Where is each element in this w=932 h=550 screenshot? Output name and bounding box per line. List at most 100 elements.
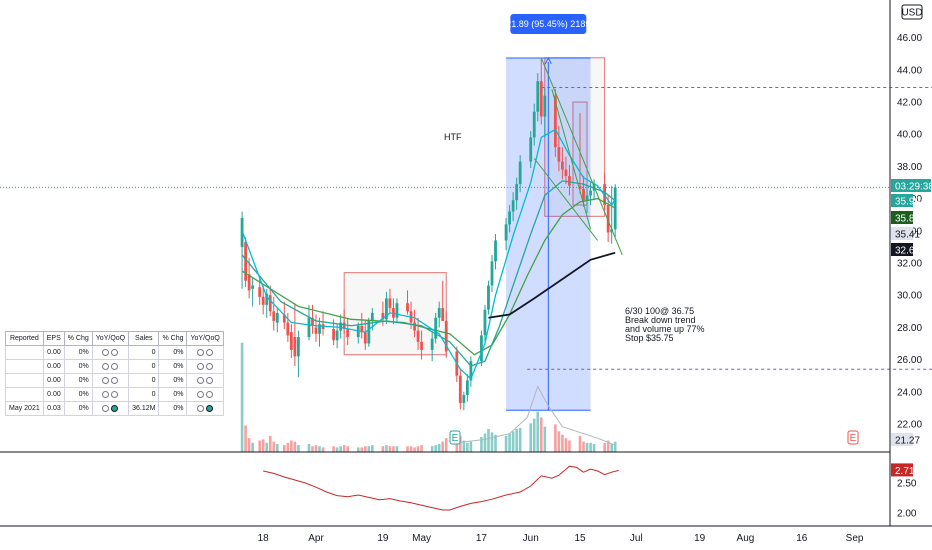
volume-bar: [437, 443, 441, 452]
candle-body: [282, 314, 286, 323]
volume-bar: [244, 425, 247, 452]
col-sales-yoy: YoY/QoQ: [186, 331, 224, 346]
trendline-2: [551, 89, 592, 230]
growth-dot-empty: [197, 376, 205, 384]
cell-sales-chg: 0%: [158, 373, 188, 388]
candle-body: [272, 311, 276, 321]
volume-bar: [311, 446, 314, 452]
volume-bar: [247, 438, 251, 452]
candle-body: [444, 320, 448, 352]
growth-dot-empty: [111, 362, 119, 370]
sma-line: [488, 251, 616, 319]
price-tick-label: 30.00: [897, 291, 922, 302]
candle-body: [268, 295, 272, 312]
candle-body: [437, 308, 441, 318]
price-tick-label: 38.00: [897, 162, 922, 173]
cell-sales-dots: [186, 401, 224, 416]
volume-bar: [388, 446, 392, 452]
candle-body: [314, 327, 318, 334]
cell-reported: [5, 373, 44, 388]
volume-bar: [554, 424, 557, 452]
measure-arrow-head: [544, 56, 552, 65]
cell-eps-chg: 0%: [63, 373, 93, 388]
growth-dot-empty: [111, 348, 119, 356]
volume-bar: [314, 445, 318, 452]
cell-eps: 0.03: [42, 401, 65, 416]
volume-bar: [258, 440, 261, 452]
earnings-marker-upcoming[interactable]: E: [847, 430, 859, 445]
candle-body: [465, 380, 469, 395]
volume-bar: [416, 446, 420, 452]
osc-tag: [891, 463, 913, 477]
earnings-marker[interactable]: E: [449, 430, 461, 445]
candle-body: [557, 147, 561, 162]
price-tick-label: 42.00: [897, 98, 922, 109]
price-tag-countdown: [891, 179, 931, 192]
volume-bar: [490, 432, 494, 452]
cell-eps: 0.00: [42, 359, 65, 374]
volume-bar: [335, 447, 339, 452]
measure-tool[interactable]: 21.89 (95.45%) 2189: [506, 14, 591, 411]
cell-eps-dots: [91, 387, 130, 402]
candle-body: [441, 308, 445, 321]
cell-eps-dots: [91, 373, 130, 388]
ema-slow-line: [241, 197, 616, 356]
cell-sales: 36.12M: [128, 401, 160, 416]
growth-dot-empty: [102, 348, 110, 356]
volume-bar: [532, 418, 536, 452]
candle-body: [585, 195, 589, 201]
growth-dot-empty: [197, 348, 205, 356]
candle-body: [318, 324, 321, 334]
candle-body: [363, 332, 367, 344]
cell-reported: [5, 345, 44, 360]
fundamentals-row: 0.00 0% 0 0%: [5, 359, 224, 374]
candle-body: [367, 320, 371, 344]
volume-bar: [332, 446, 335, 452]
volume-bar: [564, 438, 568, 452]
trendline-0: [540, 57, 623, 256]
growth-dot-empty: [197, 362, 205, 370]
volume-bar: [582, 441, 585, 452]
volume-bar: [392, 446, 395, 452]
candle-body: [613, 187, 617, 230]
candle-body: [420, 341, 423, 350]
volume-bar: [455, 439, 459, 452]
volume-layer: [240, 342, 617, 452]
volume-bar: [434, 445, 437, 452]
htf-annotation: HTF: [444, 132, 462, 142]
cell-eps-chg: 0%: [63, 345, 93, 360]
candle-body: [511, 200, 515, 212]
fundamentals-row: May 2021 0.03 0% 36.12M 0%: [5, 401, 224, 416]
growth-dot-filled: [111, 404, 119, 412]
candle-body: [532, 111, 536, 138]
col-eps-yoy: YoY/QoQ: [91, 331, 130, 346]
volume-bar: [589, 442, 592, 452]
candle-body: [582, 188, 585, 201]
fundamentals-row: 0.00 0% 0 0%: [5, 345, 224, 360]
candle-body: [529, 137, 533, 162]
fundamentals-header-row: Reported EPS % Chg YoY/QoQ Sales % Chg Y…: [5, 331, 224, 346]
price-tag-text-sma: 32.64: [895, 246, 920, 257]
volume-bar: [275, 443, 279, 452]
candle-body: [385, 298, 388, 320]
candle-body: [589, 190, 592, 196]
candle-body: [561, 161, 564, 170]
time-tick-label: 19: [377, 533, 389, 544]
volume-bar: [265, 442, 269, 452]
currency-label[interactable]: USD: [901, 4, 923, 20]
volume-bar: [321, 447, 325, 452]
volume-bar: [536, 411, 540, 452]
growth-dot-empty: [111, 390, 119, 398]
volume-bar: [371, 445, 374, 452]
volume-bar: [293, 441, 297, 452]
volume-average: [456, 385, 616, 446]
volume-bar: [395, 446, 399, 452]
volume-bar: [529, 423, 533, 452]
volume-bar: [585, 442, 589, 452]
candle-body: [339, 322, 343, 331]
cell-reported: May 2021: [5, 401, 44, 416]
candle-body: [244, 242, 247, 281]
trade-note: 6/30 100@ 36.75 Break down trend and vol…: [625, 306, 705, 343]
candle-body: [568, 176, 571, 186]
